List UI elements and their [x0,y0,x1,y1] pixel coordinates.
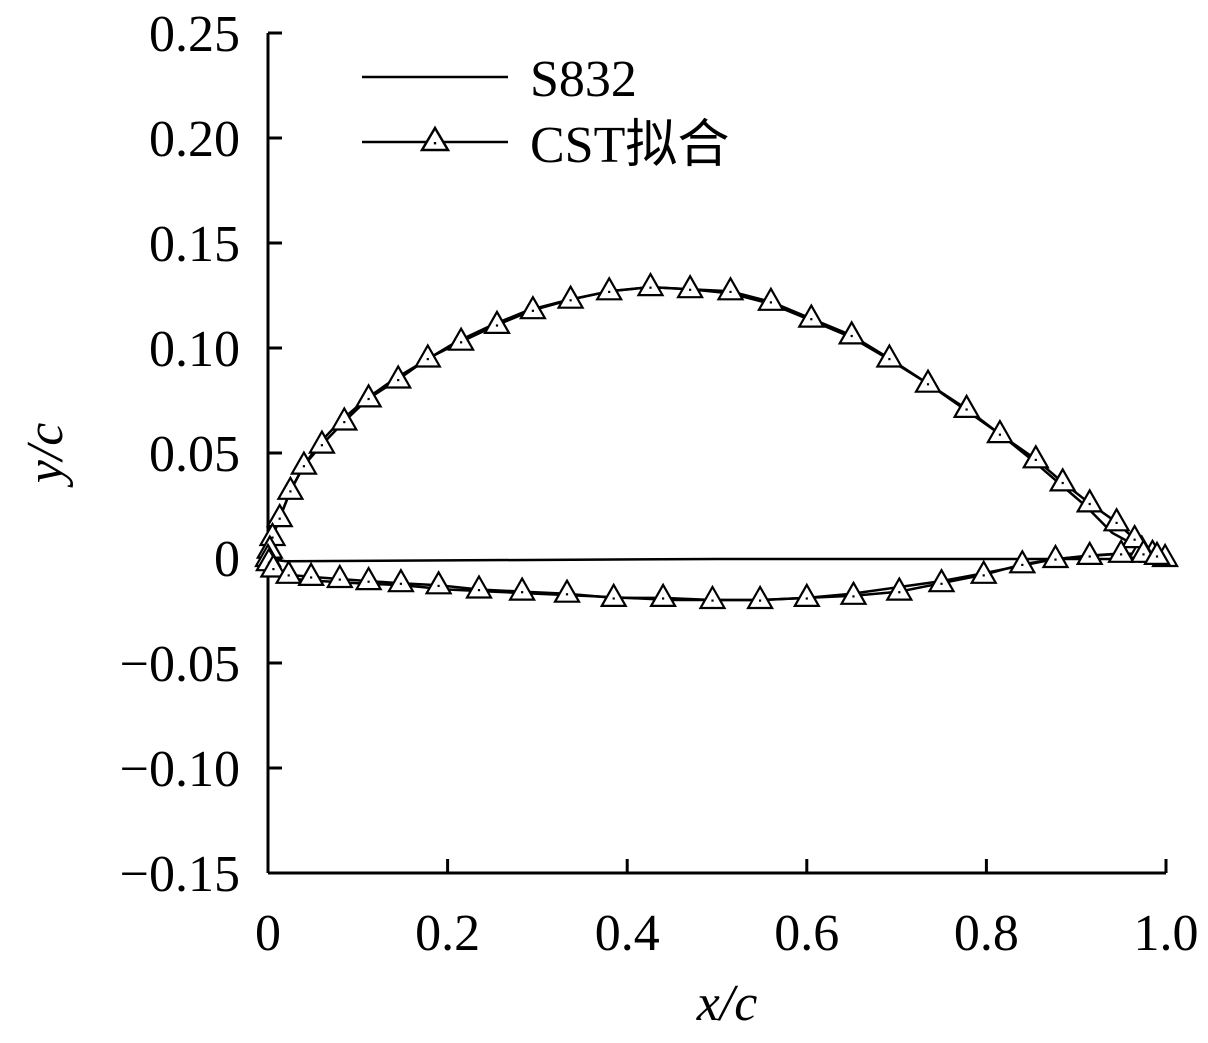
triangle-marker [885,576,914,601]
y-tick-label: 0.25 [149,6,240,63]
triangle-marker [797,303,826,328]
triangle-marker [1120,523,1149,549]
triangle-marker [308,429,336,454]
triangle-marker [508,576,536,601]
triangle-marker [387,567,415,593]
x-tick-label: 0 [255,905,281,962]
y-tick-label: −0.05 [120,636,240,693]
series-layer [254,271,1179,610]
x-tick-label: 0.2 [415,905,480,962]
triangle-marker [325,563,354,589]
triangle-marker [599,582,628,608]
triangle-marker [1107,538,1135,563]
triangle-marker [716,276,745,301]
triangle-marker [792,582,821,608]
x-tick-label: 0.4 [595,905,660,962]
x-axis-title: x/c [696,975,758,1032]
triangle-marker [354,383,383,408]
triangle-marker [1048,467,1077,492]
triangle-marker [384,364,413,389]
series-line-0 [266,285,1168,602]
triangle-marker [986,418,1014,444]
triangle-marker [1021,444,1050,469]
y-tick-label: 0 [214,531,240,588]
triangle-marker [556,284,585,309]
triangle-marker [757,286,785,311]
triangle-marker [354,565,383,591]
triangle-marker [952,393,981,418]
legend-label-s832: S832 [530,51,637,108]
y-tick-label: −0.15 [120,846,240,903]
triangle-marker [1143,540,1171,566]
triangle-marker [1041,543,1070,569]
triangle-marker [1102,507,1131,532]
triangle-marker [1075,540,1104,566]
y-tick-label: 0.05 [149,426,240,483]
triangle-marker [1075,488,1104,513]
triangle-marker [649,582,677,608]
triangle-marker [914,368,942,393]
triangle-marker [297,561,325,587]
series-line-1 [266,285,1166,602]
triangle-marker [276,475,305,500]
triangle-marker [330,406,359,431]
x-tick-label: 1.0 [1134,905,1199,962]
triangle-marker [413,343,442,368]
triangle-marker [1008,549,1037,574]
triangle-marker [746,584,774,610]
triangle-marker [969,559,998,584]
triangle-marker [447,326,475,351]
triangle-marker [290,450,318,475]
triangle-marker [636,271,665,297]
triangle-marker [259,553,288,578]
triangle-marker [274,559,303,584]
triangle-marker [553,578,581,603]
triangle-marker [676,273,704,299]
legend: S832 CST拟合 [362,51,729,174]
y-tick-label: −0.10 [120,741,240,798]
y-tick-label: 0.15 [149,216,240,273]
x-ticks: 0 0.2 0.4 0.6 0.8 1.0 [255,859,1199,962]
legend-marker-cst [419,125,451,152]
y-tick-label: 0.10 [149,321,240,378]
triangle-marker [839,580,868,605]
triangle-marker [483,309,511,334]
triangle-marker [837,320,866,345]
triangle-marker [927,567,956,593]
triangle-marker [424,570,453,595]
legend-label-cst: CST拟合 [530,117,729,174]
y-ticks: −0.15 −0.10 −0.05 0 0.05 0.10 0.15 0.20 0.25 [120,6,282,903]
triangle-marker [519,294,547,320]
y-axis-title: y/c [17,423,74,489]
x-tick-label: 0.6 [774,905,839,962]
triangle-marker [595,276,624,301]
triangle-marker [698,584,727,610]
triangle-marker [875,343,904,368]
y-tick-label: 0.20 [149,111,240,168]
triangle-marker [465,574,493,599]
x-tick-label: 0.8 [954,905,1019,962]
triangle-marker [265,502,294,528]
